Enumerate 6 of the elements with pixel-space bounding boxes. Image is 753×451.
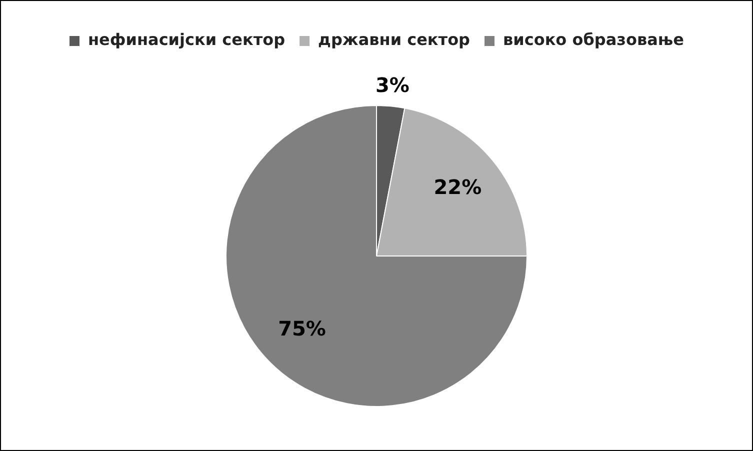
- data-label: 3%: [376, 72, 410, 97]
- legend-label: државни сектор: [318, 30, 470, 50]
- data-label: 22%: [434, 175, 482, 200]
- legend-label: високо образовање: [503, 30, 684, 50]
- legend-label: нефинасијски сектор: [88, 30, 286, 50]
- data-label: 75%: [278, 316, 326, 341]
